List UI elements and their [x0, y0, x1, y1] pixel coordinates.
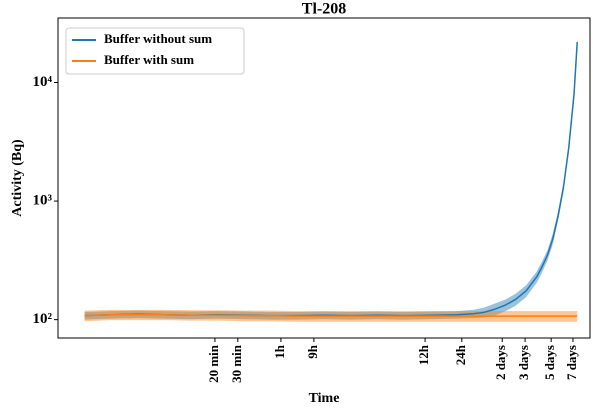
legend-label: Buffer without sum	[104, 31, 212, 46]
x-tick-label: 1h	[272, 344, 287, 359]
y-tick-label: 10³	[33, 193, 53, 209]
x-tick-label: 2 days	[493, 345, 508, 380]
legend: Buffer without sum Buffer with sum	[65, 27, 245, 75]
x-tick-label: 20 min	[206, 344, 221, 383]
y-axis-label: Activity (Bq)	[10, 139, 25, 217]
x-tick-label: 12h	[416, 344, 431, 365]
x-tick-label: 7 days	[564, 345, 579, 380]
x-tick-label: 24h	[453, 344, 468, 365]
confidence-band	[84, 37, 578, 320]
legend-box	[65, 27, 245, 75]
line	[84, 313, 578, 317]
legend-label: Buffer with sum	[104, 52, 194, 67]
y-tick-label: 10⁴	[33, 74, 53, 90]
x-tick-label: 30 min	[229, 344, 244, 383]
x-tick-label: 5 days	[542, 345, 557, 380]
x-axis-label: Time	[309, 391, 340, 406]
x-tick-label: 3 days	[516, 345, 531, 380]
chart-title: Tl-208	[302, 1, 346, 18]
y-tick-label: 10²	[33, 311, 53, 327]
plot-frame	[57, 17, 591, 339]
line	[84, 41, 578, 317]
x-tick-label: 9h	[305, 344, 320, 359]
